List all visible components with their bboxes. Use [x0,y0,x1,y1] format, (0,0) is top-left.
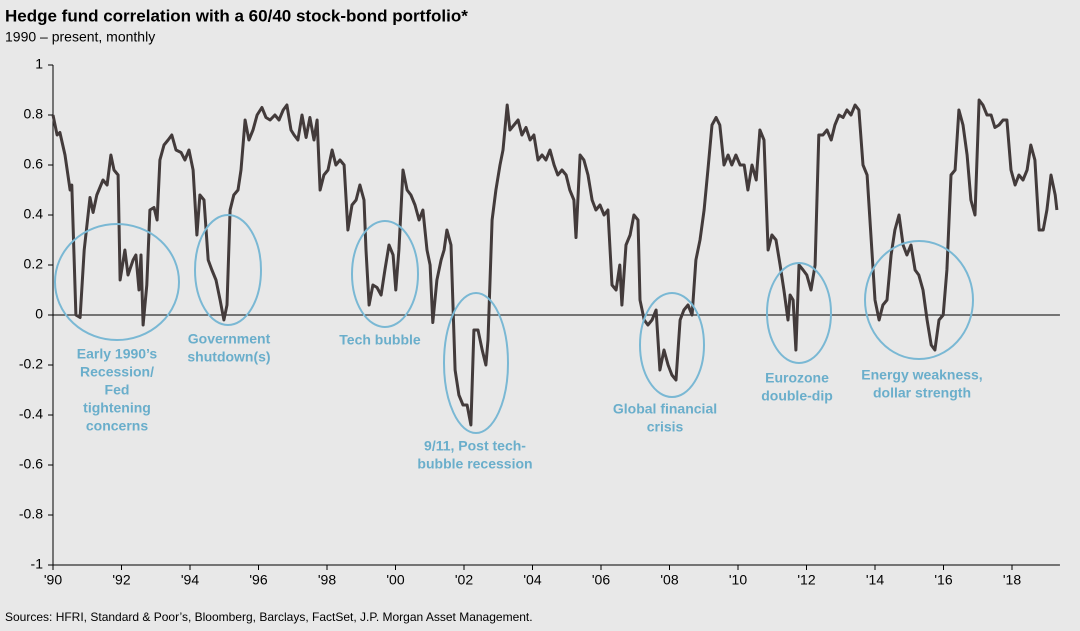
x-tick-label: '16 [934,572,952,588]
annotation-text: Global financial [613,401,717,417]
y-tick-label: 0.6 [24,156,44,172]
x-tick-label: '90 [44,572,62,588]
y-tick-label: 0.2 [24,256,44,272]
source-note: Sources: HFRI, Standard & Poor’s, Bloomb… [5,610,533,624]
y-tick-label: -0.2 [19,356,43,372]
annotation-circle [639,292,705,398]
x-tick-label: '92 [112,572,130,588]
y-tick-label: -1 [31,556,44,572]
y-tick-label: -0.6 [19,456,43,472]
annotation-text: crisis [647,419,684,435]
annotation-circle [766,262,832,364]
x-tick-label: '10 [729,572,747,588]
x-tick-label: '96 [249,572,267,588]
y-tick-label: 0.8 [24,106,44,122]
annotation-text: Early 1990’s [77,346,158,362]
annotation-circle [443,292,509,434]
x-tick-label: '14 [866,572,884,588]
annotation-text: concerns [86,418,148,434]
annotation-text: bubble recession [417,456,532,472]
y-tick-label: -0.8 [19,506,43,522]
annotation-text: Energy weakness, [861,367,982,383]
annotation-text: dollar strength [873,385,971,401]
data-line [51,98,1059,427]
x-tick-label: '02 [455,572,473,588]
y-tick-label: -0.4 [19,406,43,422]
annotation-circle [54,223,180,341]
x-tick-label: '08 [660,572,678,588]
x-tick-label: '12 [797,572,815,588]
annotation-text: tightening [83,400,151,416]
chart-title: Hedge fund correlation with a 60/40 stoc… [5,6,468,25]
annotation-text: Government [188,331,271,347]
y-tick-label: 1 [35,56,43,72]
x-tick-label: '18 [1003,572,1021,588]
x-tick-label: '00 [386,572,404,588]
annotation-text: 9/11, Post tech- [424,438,526,454]
chart-subtitle: 1990 – present, monthly [5,29,155,45]
x-tick-label: '06 [592,572,610,588]
y-tick-label: 0 [35,306,43,322]
annotation-text: shutdown(s) [187,349,270,365]
annotation-text: Tech bubble [339,332,421,348]
annotation-text: Recession/ [80,364,154,380]
annotation-text: Eurozone [765,370,829,386]
x-tick-label: '98 [318,572,336,588]
annotation-text: Fed [105,382,130,398]
annotation-text: double-dip [761,388,833,404]
annotation-circle [194,214,262,326]
x-tick-label: '04 [523,572,541,588]
y-tick-label: 0.4 [24,206,44,222]
x-tick-label: '94 [181,572,199,588]
annotation-circle [351,220,419,328]
annotation-circle [864,240,974,360]
